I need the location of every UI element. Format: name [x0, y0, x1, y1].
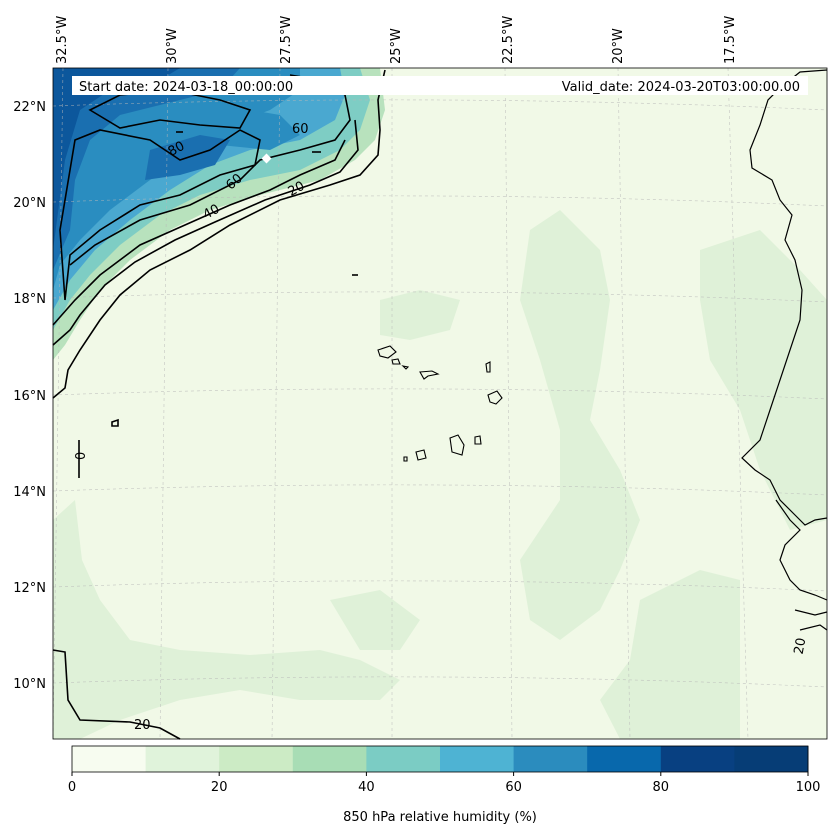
valid-date-text: Valid_date: 2024-03-20T03:00:00.00	[562, 80, 800, 95]
contour-label: 40	[201, 202, 223, 223]
colorbar-segment	[513, 746, 588, 772]
map-frame	[52, 67, 828, 740]
lat-label: 18°N	[13, 292, 46, 307]
contour-label: 20	[134, 718, 151, 733]
contour-label-group: 60 80 60 20 40 0 20 20	[74, 122, 809, 733]
colorbar-tick-label: 80	[653, 780, 670, 795]
latitude-labels: 22°N 20°N 18°N 16°N 14°N 12°N 10°N	[13, 100, 46, 692]
lon-label: 22.5°W	[501, 16, 516, 64]
small-contour-marks	[111, 131, 358, 427]
lon-label: 25°W	[389, 28, 404, 64]
contour-label: 80	[166, 139, 188, 160]
colorbar-segment	[72, 746, 147, 772]
colorbar-segment	[292, 746, 367, 772]
coastline	[741, 69, 828, 631]
longitude-labels: 32.5°W 30°W 27.5°W 25°W 22.5°W 20°W 17.5…	[55, 16, 738, 64]
start-date-text: Start date: 2024-03-18_00:00:00	[79, 80, 293, 95]
lon-label: 27.5°W	[279, 16, 294, 64]
lat-label: 10°N	[13, 677, 46, 692]
lon-label: 17.5°W	[723, 16, 738, 64]
lat-label: 22°N	[13, 100, 46, 115]
colorbar-label: 850 hPa relative humidity (%)	[343, 810, 537, 825]
colorbar-segment	[366, 746, 441, 772]
colorbar-ticks: 0 20 40 60 80 100	[68, 772, 821, 795]
colorbar-tick-label: 40	[358, 780, 375, 795]
contour-label: 0	[74, 452, 89, 460]
colorbar-frame	[71, 745, 809, 773]
colorbar-segment	[734, 746, 809, 772]
location-marker	[261, 153, 272, 164]
colorbar-tick-label: 100	[796, 780, 821, 795]
lat-label: 14°N	[13, 485, 46, 500]
colorbar-tick-label: 60	[505, 780, 522, 795]
contour-label: 60	[292, 122, 309, 137]
lon-label: 20°W	[611, 28, 626, 64]
contour-label: 20	[792, 637, 810, 656]
lat-label: 16°N	[13, 389, 46, 404]
contour-label: 20	[286, 179, 308, 200]
colorbar	[72, 746, 809, 772]
cape-verde-islands	[377, 345, 503, 462]
colorbar-segment	[440, 746, 515, 772]
colorbar-segment	[660, 746, 735, 772]
humidity-fill-10-20	[53, 210, 827, 739]
lat-label: 12°N	[13, 581, 46, 596]
humidity-fill-90-100	[53, 68, 180, 250]
lon-label: 30°W	[165, 28, 180, 64]
lon-label: 32.5°W	[55, 16, 70, 64]
colorbar-segment	[219, 746, 294, 772]
colorbar-tick-label: 20	[211, 780, 228, 795]
header-band	[72, 76, 808, 95]
colorbar-segment	[587, 746, 662, 772]
colorbar-segment	[145, 746, 220, 772]
lat-label: 20°N	[13, 196, 46, 211]
colorbar-tick-label: 0	[68, 780, 76, 795]
